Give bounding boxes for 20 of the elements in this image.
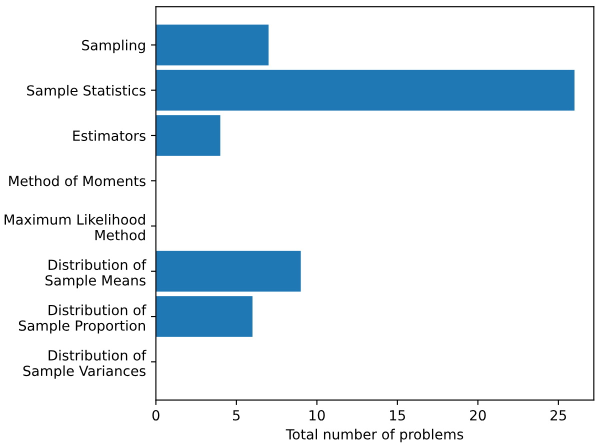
y-tick-label: Maximum Likelihood Method [4, 214, 145, 240]
bar [156, 24, 269, 66]
y-tick-label: Distribution of Sample Variances [23, 350, 146, 379]
y-tick-label: Distribution of Sample Proportion [18, 304, 146, 334]
bar [156, 70, 574, 111]
y-tick-label: Sampling [82, 40, 145, 54]
x-tick-label: 5 [233, 410, 240, 421]
y-tick-label: Distribution of Sample Means [46, 259, 146, 288]
bar [156, 296, 252, 337]
x-axis-title: Total number of problems [286, 428, 464, 442]
y-tick-label: Method of Moments [9, 175, 146, 186]
x-tick-label: 15 [390, 410, 406, 421]
x-tick-label: 0 [152, 410, 160, 421]
y-tick-label: Sample Statistics [27, 84, 146, 98]
x-tick-label: 20 [470, 410, 486, 421]
x-tick-label: 25 [550, 410, 566, 421]
x-tick-label: 10 [310, 410, 325, 421]
bar [156, 250, 301, 292]
bar [156, 115, 220, 156]
y-tick-label: Estimators [73, 130, 146, 141]
